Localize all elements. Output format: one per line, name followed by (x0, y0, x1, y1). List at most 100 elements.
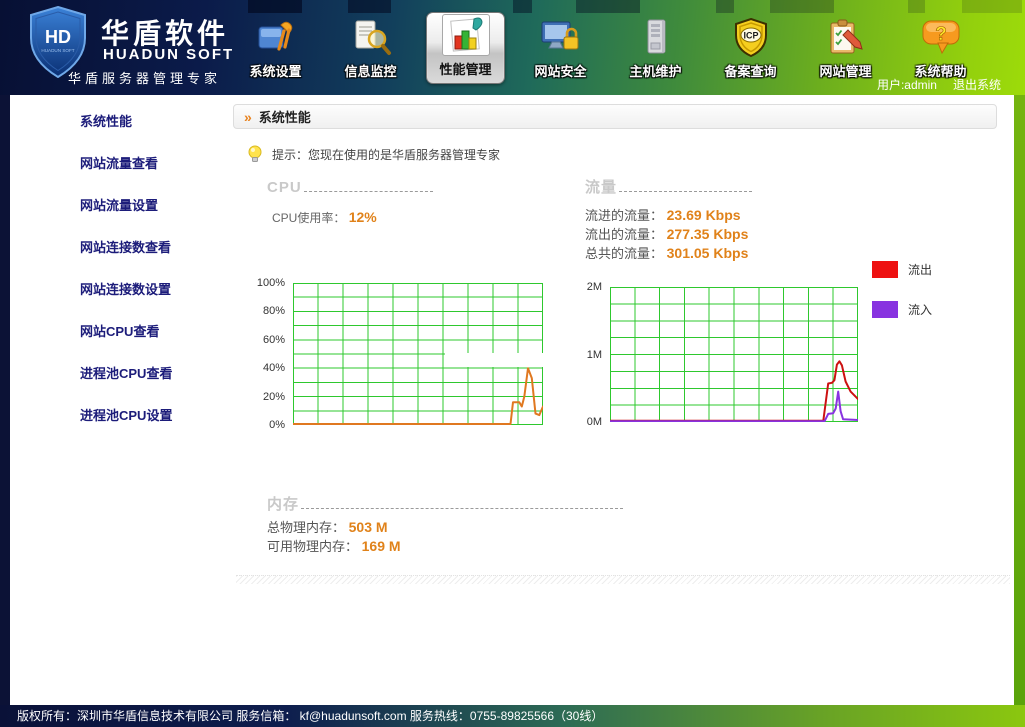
tip-row: 提示：您现在使用的是华盾服务器管理专家 (247, 145, 500, 163)
memory-section-title: 内存 (267, 497, 623, 512)
page-header-bar: » 系统性能 (233, 104, 997, 129)
svg-text:ICP: ICP (743, 31, 758, 41)
nav-item-label: 系统帮助 (914, 64, 967, 79)
topbar-decoration (962, 0, 1022, 13)
top-bar: HD HUADUN SOFT 华盾软件 HUADUN SOFT 华盾服务器管理专… (0, 0, 1025, 95)
cpu-section-label: CPU (267, 179, 302, 196)
nav-item-site-manage[interactable]: 网站管理 (798, 6, 893, 86)
topbar-decoration (908, 0, 925, 13)
nav-item-info-monitor[interactable]: 信息监控 (323, 6, 418, 86)
brand-shield-logo: HD HUADUN SOFT (27, 5, 89, 79)
legend-swatch-out (872, 261, 898, 278)
traffic-total-row: 总共的流量： 301.05 Kbps (585, 244, 748, 263)
memory-metrics: 总物理内存： 503 M 可用物理内存： 169 M (267, 518, 401, 556)
sidebar-item-site-connections-view[interactable]: 网站连接数查看 (80, 240, 172, 255)
traffic-total-label: 总共的流量： (585, 246, 664, 261)
topbar-decoration (576, 0, 640, 13)
traffic-out-row: 流出的流量： 277.35 Kbps (585, 225, 748, 244)
traffic-out-label: 流出的流量： (585, 227, 664, 242)
traffic-chart-ylabels: 2M 1M 0M (586, 281, 602, 428)
icp-query-icon: ICP (729, 14, 773, 58)
traffic-total-value: 301.05 Kbps (666, 245, 749, 261)
brand-name-en: HUADUN SOFT (103, 46, 235, 63)
svg-text:HD: HD (45, 27, 71, 47)
memory-free-row: 可用物理内存： 169 M (267, 537, 401, 556)
traffic-in-row: 流进的流量： 23.69 Kbps (585, 206, 748, 225)
legend-item-out: 流出 (872, 261, 932, 278)
system-help-icon: ? (919, 14, 963, 58)
traffic-in-label: 流进的流量： (585, 208, 664, 223)
nav-item-performance[interactable]: 性能管理 (426, 12, 505, 84)
logout-link[interactable]: 退出系统 (952, 78, 1001, 92)
logged-in-user: 用户:admin (876, 78, 937, 92)
sidebar-item-site-cpu-view[interactable]: 网站CPU查看 (80, 324, 160, 339)
performance-icon (441, 14, 490, 56)
sidebar-item-site-traffic-set[interactable]: 网站流量设置 (80, 198, 159, 213)
top-navigation: 系统设置 信息监控 (228, 6, 988, 86)
sidebar-item-site-traffic-view[interactable]: 网站流量查看 (80, 156, 159, 171)
sidebar-item-process-pool-cpu-set[interactable]: 进程池CPU设置 (80, 408, 173, 423)
topbar-decoration (513, 0, 532, 13)
section-dashes (619, 191, 752, 192)
traffic-in-value: 23.69 Kbps (666, 207, 741, 223)
memory-total-row: 总物理内存： 503 M (267, 518, 401, 537)
topbar-decoration (716, 0, 734, 13)
site-security-icon (539, 14, 583, 58)
info-monitor-icon (349, 14, 393, 58)
nav-item-site-security[interactable]: 网站安全 (513, 6, 608, 86)
legend-label-in: 流入 (908, 303, 933, 317)
legend-swatch-in (872, 301, 898, 318)
legend-item-in: 流入 (872, 301, 932, 318)
sidebar-menu: 系统性能 网站流量查看 网站流量设置 网站连接数查看 网站连接数设置 网站CPU… (10, 100, 232, 436)
content-background (10, 95, 1014, 705)
nav-item-icp-query[interactable]: ICP 备案查询 (703, 6, 798, 86)
traffic-legend: 流出 流入 (872, 261, 932, 341)
page-title: 系统性能 (258, 110, 311, 125)
memory-total-label: 总物理内存： (267, 520, 346, 535)
traffic-metrics: 流进的流量： 23.69 Kbps 流出的流量： 277.35 Kbps 总共的… (585, 206, 748, 263)
right-frame-border (1014, 95, 1025, 705)
memory-free-value: 169 M (361, 538, 401, 554)
nav-item-system-help[interactable]: ? 系统帮助 (893, 6, 988, 86)
nav-item-label: 主机维护 (629, 64, 682, 79)
site-manage-icon (824, 14, 868, 58)
nav-item-label: 备案查询 (724, 64, 777, 79)
chart-render-artifact (445, 353, 557, 367)
cpu-chart-ylabels: 100% 80% 60% 40% 20% 0% (256, 277, 285, 431)
tip-text: 提示：您现在使用的是华盾服务器管理专家 (272, 147, 501, 162)
left-frame-border (0, 95, 10, 705)
topbar-decoration (348, 0, 391, 13)
nav-item-label: 信息监控 (344, 64, 397, 79)
nav-item-label: 网站安全 (534, 64, 587, 79)
traffic-section-label: 流量 (585, 179, 618, 196)
memory-free-label: 可用物理内存： (267, 539, 359, 554)
shield-icon: HD HUADUN SOFT (30, 5, 86, 79)
cpu-usage-row: CPU使用率： 12% (272, 209, 377, 226)
memory-total-value: 503 M (348, 519, 388, 535)
brand-tagline: 华盾服务器管理专家 (68, 71, 222, 86)
legend-label-out: 流出 (908, 263, 933, 277)
sidebar-item-system-performance[interactable]: 系统性能 (80, 114, 133, 129)
section-separator (236, 575, 1010, 584)
section-dashes (303, 191, 433, 192)
host-maintenance-icon (634, 14, 678, 58)
topbar-decoration (770, 0, 834, 13)
nav-item-system-settings[interactable]: 系统设置 (228, 6, 323, 86)
nav-item-label: 系统设置 (249, 64, 302, 79)
topbar-decoration (248, 0, 302, 13)
nav-item-label: 性能管理 (439, 62, 492, 77)
section-dashes (301, 508, 623, 509)
nav-item-host-maintenance[interactable]: 主机维护 (608, 6, 703, 86)
cpu-usage-label: CPU使用率： (272, 211, 346, 225)
cpu-usage-value: 12% (348, 209, 377, 225)
svg-text:?: ? (935, 24, 947, 45)
svg-text:HUADUN SOFT: HUADUN SOFT (41, 48, 74, 53)
footer-bar: 版权所有：深圳市华盾信息技术有限公司 服务信箱： kf@huadunsoft.c… (0, 705, 1025, 727)
header-arrow-icon: » (244, 108, 252, 125)
sidebar-item-site-connections-set[interactable]: 网站连接数设置 (80, 282, 172, 297)
traffic-section-title: 流量 (585, 179, 752, 196)
copyright-text: 版权所有：深圳市华盾信息技术有限公司 服务信箱： kf@huadunsoft.c… (17, 709, 604, 723)
brand-name: 华盾软件 (101, 18, 230, 49)
sidebar-item-process-pool-cpu-view[interactable]: 进程池CPU查看 (80, 366, 173, 381)
